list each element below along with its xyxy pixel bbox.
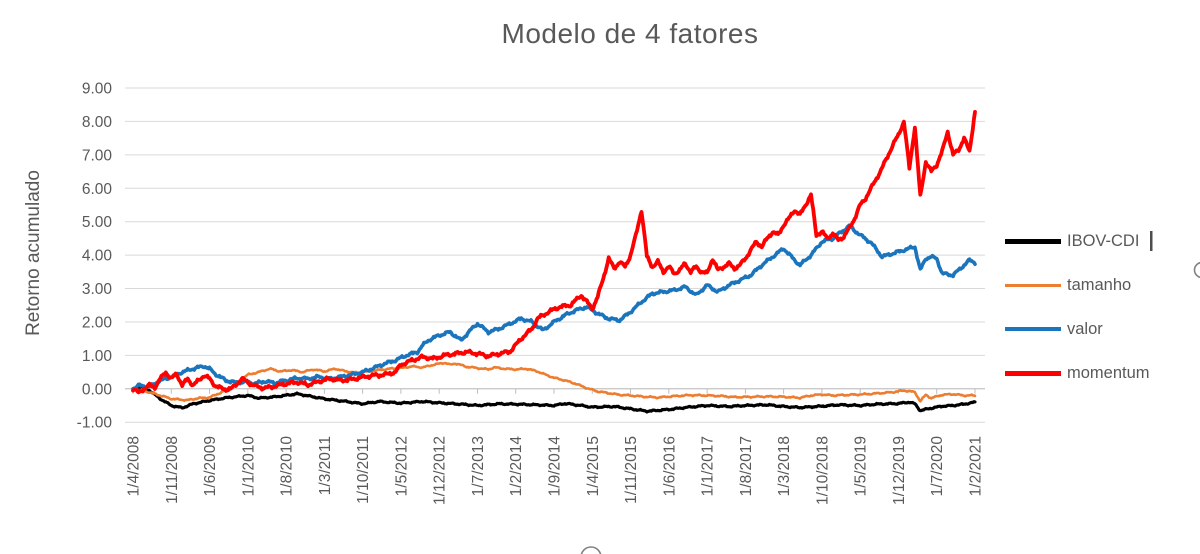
bottom-edge-partial-circle [580,546,602,554]
y-axis-tick-labels: 9.00 8.00 7.00 6.00 5.00 4.00 3.00 2.00 1.00 0.00… [77,81,113,432]
x-tick-label: 1/1/2017 [700,436,717,496]
x-tick-label: 1/10/2011 [355,436,372,504]
x-tick-label: 1/3/2018 [776,436,793,496]
x-tick-label: 1/8/2017 [738,436,755,496]
x-tick-label: 1/7/2013 [470,436,487,496]
x-tick-label: 1/12/2012 [432,436,449,505]
legend-swatch [1005,370,1061,376]
legend-item-valor[interactable]: valor [1005,307,1150,351]
legend-label: valor [1067,319,1103,338]
right-edge-mark [1150,231,1153,251]
x-tick-label: 1/4/2008 [126,436,143,496]
series-line-momentum [131,110,977,395]
y-tick-label: 8.00 [82,114,113,131]
x-tick-label: 1/11/2008 [164,436,181,504]
x-tick-label: 1/5/2012 [393,436,410,496]
x-tick-label: 1/5/2019 [853,436,870,496]
right-edge-partial-circle [1193,261,1200,279]
x-tick-label: 1/9/2014 [547,436,564,497]
chart-title: Modelo de 4 fatores [501,18,759,49]
y-tick-label: 6.00 [82,181,113,198]
x-tick-label: 1/6/2009 [202,436,219,496]
x-tick-label: 1/2/2021 [968,436,985,496]
legend-label: IBOV-CDI [1067,231,1140,250]
x-tick-label: 1/10/2018 [814,436,831,505]
y-tick-label: 9.00 [82,81,113,98]
y-tick-label: 3.00 [82,281,113,298]
y-tick-label: 4.00 [82,248,113,265]
legend-swatch [1005,283,1061,287]
x-axis [125,388,985,394]
x-axis-tick-labels: 1/4/2008 1/11/2008 1/6/2009 1/1/2010 1/8/201… [126,436,985,505]
x-tick-label: 1/4/2015 [585,436,602,496]
legend-label: momentum [1067,363,1150,382]
x-tick-label: 1/12/2019 [891,436,908,505]
legend-label: tamanho [1067,275,1132,294]
y-tick-label: 7.00 [82,147,113,164]
series-line-ibov-cdi [131,385,977,414]
y-tick-label: 1.00 [82,348,113,365]
x-tick-label: 1/6/2016 [661,436,678,496]
y-tick-label: -1.00 [77,415,113,432]
legend-swatch [1005,327,1061,331]
series-lines [131,110,977,414]
y-tick-label: 0.00 [82,381,113,398]
series-line-tamanho [131,361,977,403]
x-tick-label: 1/2/2014 [508,436,525,497]
y-tick-label: 2.00 [82,315,113,332]
x-tick-label: 1/1/2010 [240,436,257,497]
x-tick-label: 1/3/2011 [317,436,334,495]
x-tick-label: 1/7/2020 [929,436,946,497]
x-tick-label: 1/11/2015 [623,436,640,504]
x-tick-label: 1/8/2010 [279,436,296,497]
legend-item-ibov-cdi[interactable]: IBOV-CDI [1005,219,1150,263]
legend-item-momentum[interactable]: momentum [1005,351,1150,395]
y-tick-label: 5.00 [82,214,113,231]
legend-swatch [1005,238,1061,244]
gridlines [125,87,985,423]
legend: IBOV-CDI tamanho valor momentum [1005,219,1150,395]
legend-item-tamanho[interactable]: tamanho [1005,263,1150,307]
